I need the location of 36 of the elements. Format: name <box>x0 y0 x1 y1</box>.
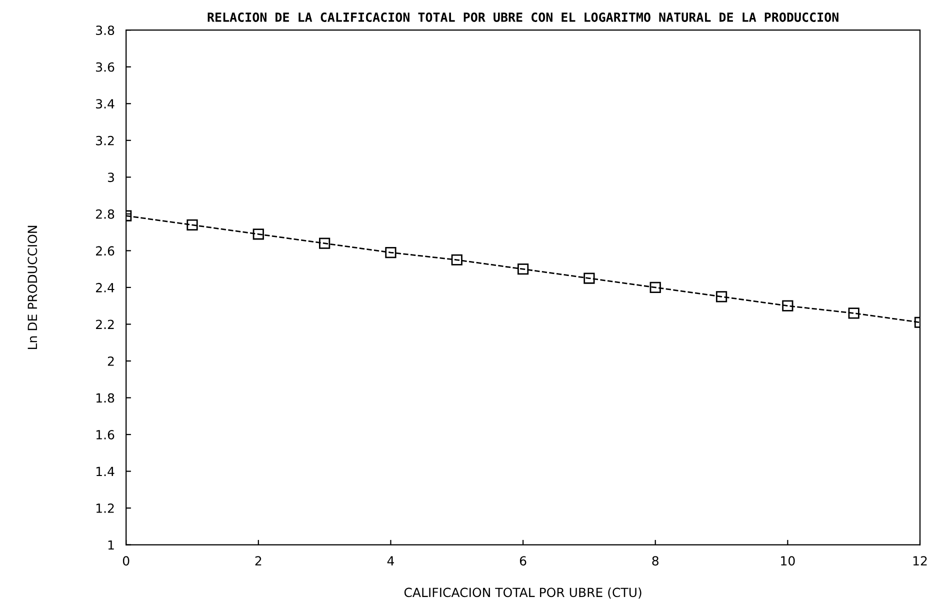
y-tick-label: 3.2 <box>96 136 114 146</box>
x-tick-label: 10 <box>781 556 795 566</box>
point <box>517 264 529 275</box>
y-tick-label: 3.4 <box>96 99 114 109</box>
chart-title: RELACION DE LA CALIFICACION TOTAL POR UBRE CON EL LOGARITMO NATURAL DE LA PRODUCCION <box>208 12 838 22</box>
point <box>186 219 198 231</box>
y-tick-label: 1.2 <box>96 504 114 513</box>
point <box>650 282 661 294</box>
point <box>716 291 728 302</box>
y-tick-label: 3.8 <box>96 26 114 36</box>
y-tick-label: 1.6 <box>96 430 114 440</box>
point <box>319 238 330 249</box>
y-tick-label: 1.8 <box>96 393 114 403</box>
point <box>252 228 264 240</box>
x-tick-label: 8 <box>652 556 658 566</box>
x-axis-title: CALIFICACION TOTAL POR UBRE (CTU) <box>404 587 642 599</box>
y-tick-label: 2.8 <box>96 209 114 219</box>
y-tick-label: 3 <box>108 172 114 182</box>
x-tick-label: 6 <box>520 556 526 566</box>
x-tick-label: 2 <box>255 556 262 566</box>
y-tick-label: 2.2 <box>96 320 114 329</box>
point <box>782 300 794 312</box>
x-tick-label: 4 <box>387 556 394 566</box>
x-tick-label: 0 <box>122 556 130 566</box>
y-axis-title: Ln DE PRODUCCION <box>28 226 38 349</box>
y-tick-label: 2.4 <box>96 282 114 292</box>
point <box>451 254 462 266</box>
y-tick-label: 2.6 <box>96 246 114 256</box>
x-tick-label: 12 <box>913 556 927 566</box>
y-tick-label: 1.4 <box>96 466 114 476</box>
y-tick-label: 2 <box>108 356 114 366</box>
point <box>848 308 860 319</box>
y-tick-label: 1 <box>108 540 114 550</box>
point <box>584 272 595 284</box>
y-tick-label: 3.6 <box>96 62 114 72</box>
point <box>385 246 396 258</box>
